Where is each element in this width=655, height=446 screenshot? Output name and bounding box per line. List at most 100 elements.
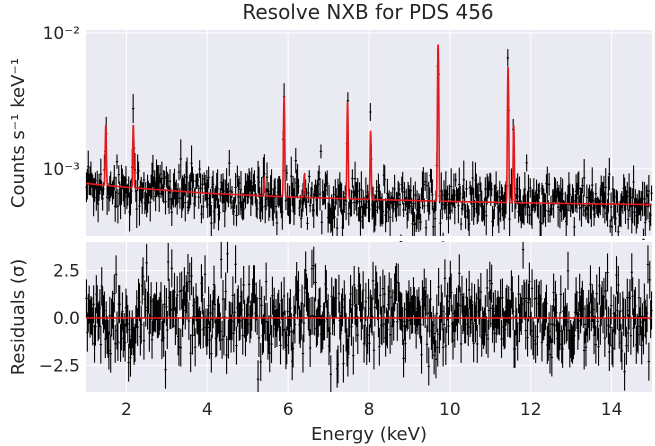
spectrum-data-point: [584, 206, 588, 220]
spectrum-data-point: [310, 181, 314, 197]
residual-data-point: [429, 280, 432, 318]
residual-data-point: [311, 296, 315, 335]
spectrum-data-point: [168, 169, 172, 194]
spectrum-data-point: [270, 169, 273, 209]
residuals-y-tick-label: 2.5: [53, 261, 80, 281]
spectrum-data-point: [230, 185, 234, 199]
residual-data-point: [536, 317, 539, 356]
residual-data-point: [602, 277, 606, 316]
spectrum-data-point: [450, 168, 453, 205]
residual-data-point: [179, 328, 182, 367]
residual-data-point: [584, 328, 588, 367]
residual-data-point: [626, 314, 630, 353]
spectrum-data-point: [556, 187, 560, 227]
residual-data-point: [447, 307, 450, 346]
spectrum-data-point: [305, 187, 308, 216]
spectrum-data-point: [158, 175, 161, 212]
residuals-data-points: [85, 242, 653, 392]
residual-data-point: [150, 320, 154, 359]
spectrum-data-point: [644, 202, 647, 236]
spectrum-data-point: [396, 180, 400, 217]
spectrum-data-point: [587, 188, 590, 224]
residual-data-point: [246, 295, 250, 334]
residual-data-point: [201, 276, 204, 315]
residuals-x-tick-label: 14: [601, 400, 623, 420]
spectrum-data-point: [281, 194, 284, 230]
residual-data-point: [343, 294, 347, 333]
residual-data-point: [226, 242, 229, 273]
spectrum-data-point: [401, 171, 404, 205]
residual-data-point: [173, 272, 176, 311]
residual-data-point: [527, 283, 530, 322]
residual-data-point: [108, 296, 112, 335]
spectrum-data-point: [535, 179, 538, 202]
residual-data-point: [489, 289, 492, 328]
residual-data-point: [459, 324, 463, 363]
residual-data-point: [419, 305, 422, 344]
spectrum-data-point: [424, 219, 428, 236]
spectrum-data-point: [477, 194, 481, 216]
residual-data-point: [582, 289, 585, 328]
residual-data-point: [114, 255, 118, 294]
residual-data-point: [211, 290, 215, 329]
residual-data-point: [392, 302, 395, 341]
residual-data-point: [626, 278, 629, 317]
spectrum-data-point: [96, 185, 100, 223]
residual-data-point: [183, 267, 186, 306]
residual-data-point: [103, 291, 106, 330]
spectrum-data-point: [419, 213, 422, 231]
residual-data-point: [476, 324, 479, 363]
spectrum-data-point: [413, 212, 416, 236]
residual-data-point: [441, 328, 445, 367]
spectrum-data-point: [446, 185, 449, 203]
spectrum-data-point: [333, 205, 336, 229]
residual-data-point: [608, 332, 611, 371]
residual-data-point: [121, 292, 124, 331]
spectrum-data-point: [193, 187, 197, 207]
residual-data-point: [355, 289, 359, 328]
residual-data-point: [595, 274, 598, 313]
spectrum-data-point: [308, 170, 311, 183]
residual-data-point: [366, 316, 369, 355]
residual-data-point: [479, 272, 483, 311]
spectrum-data-point: [196, 173, 200, 187]
spectrum-data-point: [327, 184, 331, 224]
residual-data-point: [516, 322, 519, 361]
spectrum-data-point: [422, 167, 425, 202]
residual-data-point: [630, 253, 633, 292]
residual-data-point: [220, 320, 224, 359]
residual-data-point: [191, 316, 194, 355]
spectrum-data-point: [368, 196, 371, 223]
residual-data-point: [381, 269, 385, 308]
residual-data-point: [112, 302, 115, 341]
residual-data-point: [233, 293, 236, 332]
residual-data-point: [526, 318, 529, 357]
spectrum-data-point: [153, 170, 156, 192]
residual-data-point: [500, 319, 503, 358]
spectrum-data-point: [393, 174, 396, 204]
spectrum-data-point: [457, 187, 460, 224]
residual-data-point: [371, 261, 375, 300]
residual-data-point: [109, 334, 112, 373]
spectrum-data-point: [572, 187, 575, 214]
residual-data-point: [279, 326, 282, 365]
residual-data-point: [92, 285, 95, 324]
spectrum-data-point: [94, 172, 97, 189]
spectrum-data-point: [229, 196, 233, 210]
spectrum-data-point: [603, 192, 607, 224]
residual-data-point: [208, 320, 211, 359]
residual-data-point: [342, 344, 345, 383]
residual-data-point: [225, 336, 228, 375]
spectrum-data-point: [497, 204, 501, 234]
residual-data-point: [297, 271, 300, 310]
residual-data-point: [323, 302, 326, 341]
residual-data-point: [289, 289, 292, 327]
spectrum-y-tick-label: 10⁻²: [43, 24, 80, 44]
spectrum-data-point: [467, 209, 471, 236]
spectrum-data-point: [179, 139, 182, 179]
spectrum-data-point: [242, 198, 245, 220]
spectrum-data-point: [206, 179, 209, 218]
residual-data-point: [188, 262, 191, 301]
residual-data-point: [373, 288, 377, 327]
spectrum-data-point: [237, 176, 241, 191]
